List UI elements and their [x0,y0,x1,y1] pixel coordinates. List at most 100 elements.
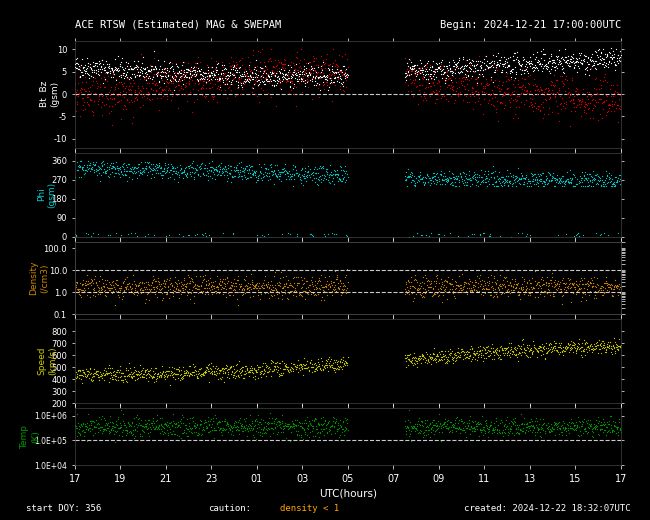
Point [417,73,427,82]
Point [603,420,614,428]
Point [191,59,202,67]
Point [510,349,521,358]
Point [469,98,480,106]
Point [296,165,307,174]
Point [416,92,426,100]
Point [254,363,264,372]
Point [537,347,547,355]
Point [270,168,280,177]
Point [497,182,507,190]
Point [417,421,427,430]
Point [200,367,210,375]
Point [451,172,462,180]
Point [490,66,501,74]
Point [196,160,206,168]
Point [266,424,277,432]
Point [287,170,297,178]
Point [613,282,623,290]
Point [523,177,534,185]
Point [154,77,164,85]
Point [558,177,568,185]
Point [436,422,446,430]
Point [267,81,278,89]
Point [326,422,337,431]
Point [159,424,170,432]
Point [479,65,489,73]
Point [230,278,240,287]
Point [471,87,481,96]
Point [265,167,276,175]
Point [406,67,417,75]
Point [567,50,578,58]
Point [426,277,436,285]
Point [86,275,96,283]
Point [298,66,309,74]
Point [421,174,432,182]
Point [426,360,437,369]
Point [549,425,559,434]
Point [107,164,118,172]
Point [421,287,432,295]
Point [144,163,155,171]
Point [250,372,261,380]
Point [479,427,489,435]
Point [177,232,188,240]
Point [606,100,617,108]
Point [586,278,596,287]
Point [268,170,278,178]
Point [434,175,444,184]
Point [127,64,137,73]
Point [488,426,498,435]
Point [459,180,469,189]
Point [459,348,469,357]
Point [538,98,548,107]
Point [462,75,473,83]
Point [411,362,422,371]
Point [508,282,519,290]
Point [488,351,499,359]
Point [447,71,457,79]
Point [211,369,222,377]
Point [242,74,253,82]
Point [511,96,521,105]
Point [322,170,332,178]
Point [523,343,534,352]
Point [247,68,257,76]
Point [467,278,478,286]
Point [299,364,309,372]
Point [71,422,81,431]
Point [462,424,472,432]
Point [98,79,108,87]
Point [157,369,167,377]
Point [560,288,570,296]
Point [612,281,622,290]
Point [429,88,439,97]
Point [481,349,491,357]
Point [580,351,591,359]
Point [582,279,593,287]
Point [404,70,415,78]
Point [526,100,536,109]
Point [165,284,176,293]
Point [494,56,504,64]
Point [73,430,84,438]
Point [571,55,582,63]
Point [441,358,451,367]
Point [311,69,322,77]
Point [545,171,555,179]
Point [283,68,293,76]
Point [500,59,510,67]
Point [474,346,485,355]
Point [216,58,227,66]
Point [435,420,445,428]
Point [74,89,85,98]
Point [205,423,216,432]
Point [95,80,105,88]
Point [296,77,306,86]
Point [404,278,414,286]
Point [218,425,229,434]
Point [517,174,528,183]
Point [429,169,439,177]
Point [103,419,113,427]
Point [554,46,564,54]
